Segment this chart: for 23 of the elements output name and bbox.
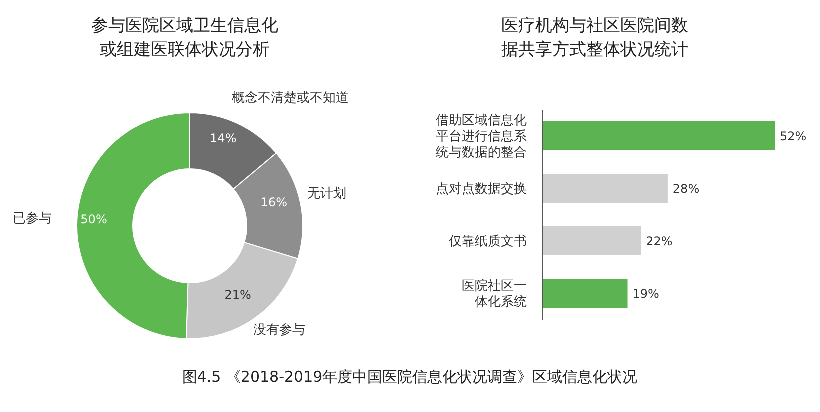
data-label: 16% xyxy=(260,196,288,210)
bar xyxy=(543,226,642,256)
slice-label: 已参与 xyxy=(13,211,52,226)
slice-label: 没有参与 xyxy=(254,323,306,338)
chart-title: 参与医院区域卫生信息化或组建医联体状况分析 xyxy=(90,15,280,62)
data-label: 52% xyxy=(780,129,807,144)
y-tick-label: 医院社区一体化系统 xyxy=(462,278,527,310)
data-label: 22% xyxy=(646,234,673,248)
y-tick-label: 借助区域信息化平台进行信息系统与数据的整合 xyxy=(436,112,527,160)
bar xyxy=(543,279,628,308)
y-tick-label: 点对点数据交换 xyxy=(436,180,527,196)
caption: 图4.5 《2018-2019年度中国医院信息化状况调查》区域信息化状况 xyxy=(181,368,639,387)
data-label: 50% xyxy=(80,212,108,227)
slice-label: 概念不清楚或不知道 xyxy=(232,91,349,106)
bar xyxy=(543,122,775,151)
data-label: 19% xyxy=(632,286,660,301)
chart-title: 医疗机构与社区医院间数据共享方式整体状况统计 xyxy=(500,15,690,62)
data-label: 14% xyxy=(210,131,237,146)
bar xyxy=(543,174,668,204)
data-label: 28% xyxy=(672,182,700,196)
slice-label: 无计划 xyxy=(307,186,346,202)
data-label: 21% xyxy=(224,288,252,302)
y-tick-label: 仅靠纸质文书 xyxy=(449,234,527,249)
